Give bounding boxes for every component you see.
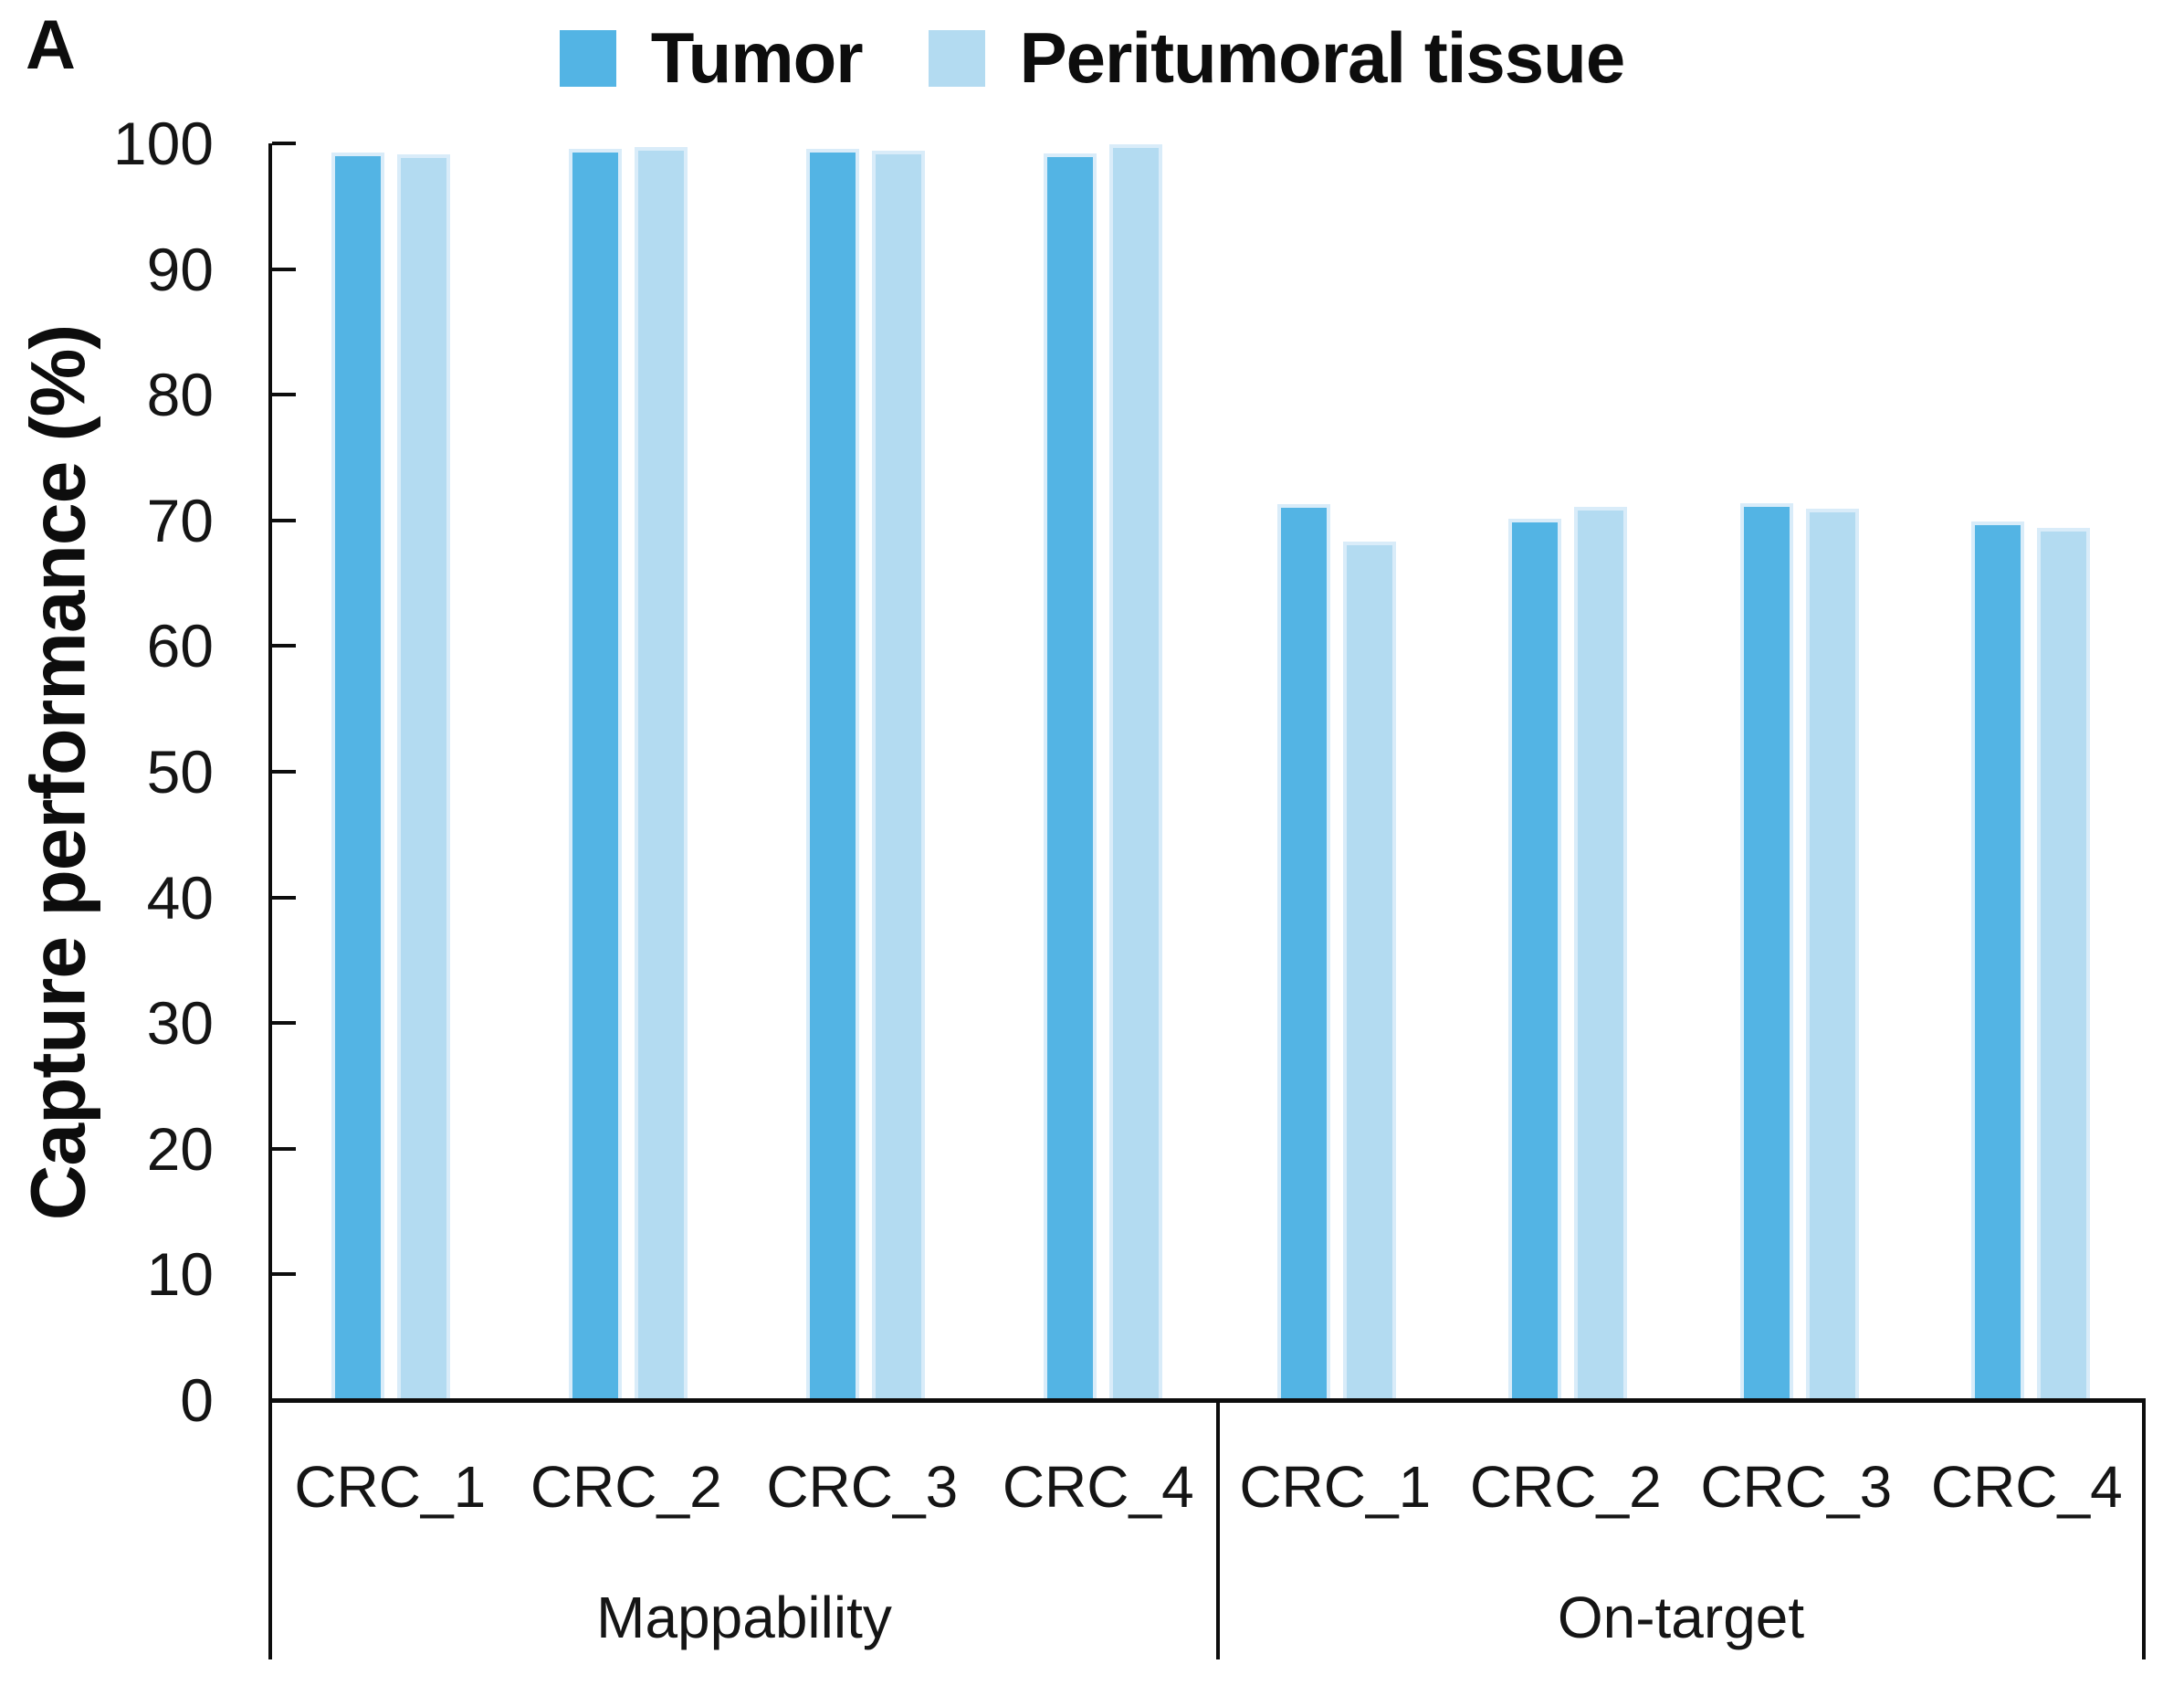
bar-pair bbox=[331, 152, 450, 1400]
bar-slot-on-target-crc-2 bbox=[1453, 143, 1684, 1400]
y-tick-mark-30 bbox=[272, 1021, 296, 1026]
y-tick-label-20: 20 bbox=[146, 1114, 214, 1183]
y-tick-mark-60 bbox=[272, 644, 296, 648]
bar-tumor-on-target-crc-3 bbox=[1739, 502, 1793, 1400]
bar-pair bbox=[1970, 521, 2090, 1400]
x-category-label-on-target-crc-1: CRC_1 bbox=[1239, 1454, 1432, 1520]
bar-peritumoral-tissue-on-target-crc-2 bbox=[1574, 506, 1628, 1400]
x-category-label-mappability-crc-4: CRC_4 bbox=[1002, 1454, 1194, 1520]
y-tick-mark-20 bbox=[272, 1146, 296, 1151]
y-tick-label-50: 50 bbox=[146, 738, 214, 806]
bar-tumor-on-target-crc-2 bbox=[1508, 519, 1562, 1400]
legend-item-tumor: Tumor bbox=[559, 16, 864, 100]
x-axis-line bbox=[268, 1398, 2146, 1403]
y-tick-label-90: 90 bbox=[146, 235, 214, 303]
y-tick-label-10: 10 bbox=[146, 1240, 214, 1309]
bar-pair bbox=[569, 147, 688, 1400]
bar-pair bbox=[1044, 144, 1162, 1400]
x-axis-label-box: CRC_1 CRC_2 CRC_3 CRC_4 Mappability CRC_1 CRC_… bbox=[268, 1403, 2146, 1659]
crc-label-row: CRC_1 CRC_2 CRC_3 CRC_4 bbox=[1220, 1453, 2142, 1521]
x-label-section-mappability: CRC_1 CRC_2 CRC_3 CRC_4 Mappability bbox=[268, 1403, 1220, 1659]
bar-slot-mappability-crc-2 bbox=[509, 143, 747, 1400]
plot-area bbox=[268, 142, 2146, 1400]
y-tick-mark-80 bbox=[272, 393, 296, 397]
x-category-label-mappability-crc-1: CRC_1 bbox=[294, 1454, 487, 1520]
y-tick-label-100: 100 bbox=[112, 110, 214, 177]
bar-tumor-on-target-crc-4 bbox=[1970, 521, 2024, 1400]
bar-pair bbox=[1277, 503, 1397, 1400]
bar-slot-mappability-crc-3 bbox=[747, 143, 984, 1400]
x-group-label-on-target: On-target bbox=[1557, 1585, 1805, 1650]
y-tick-mark-100 bbox=[272, 142, 296, 145]
x-category-label-on-target-crc-2: CRC_2 bbox=[1469, 1454, 1662, 1520]
y-tick-label-30: 30 bbox=[146, 989, 214, 1058]
bar-peritumoral-tissue-mappability-crc-4 bbox=[1109, 144, 1162, 1400]
legend-swatch-icon bbox=[928, 29, 985, 87]
bar-tumor-on-target-crc-1 bbox=[1277, 503, 1331, 1400]
y-tick-mark-50 bbox=[272, 770, 296, 774]
y-tick-label-70: 70 bbox=[146, 486, 214, 554]
bar-slot-mappability-crc-4 bbox=[984, 143, 1222, 1400]
x-group-label-mappability: Mappability bbox=[596, 1585, 892, 1650]
crc-label-row: CRC_1 CRC_2 CRC_3 CRC_4 bbox=[272, 1453, 1216, 1521]
legend-label: Tumor bbox=[650, 17, 864, 98]
y-tick-mark-40 bbox=[272, 895, 296, 900]
legend: Tumor Peritumoral tissue bbox=[0, 16, 2184, 100]
bar-tumor-mappability-crc-1 bbox=[331, 152, 384, 1400]
x-category-label-mappability-crc-2: CRC_2 bbox=[530, 1454, 722, 1520]
bar-groups bbox=[272, 143, 2146, 1400]
y-axis-tick-labels: 0 10 20 30 40 50 60 70 80 90 100 bbox=[0, 110, 268, 1434]
bar-peritumoral-tissue-mappability-crc-3 bbox=[872, 151, 925, 1400]
bar-slot-on-target-crc-1 bbox=[1222, 143, 1453, 1400]
y-tick-mark-90 bbox=[272, 267, 296, 271]
y-tick-label-80: 80 bbox=[146, 361, 214, 429]
bar-peritumoral-tissue-on-target-crc-1 bbox=[1343, 542, 1397, 1400]
y-tick-label-60: 60 bbox=[146, 612, 214, 680]
y-tick-label-0: 0 bbox=[180, 1366, 214, 1434]
bar-pair bbox=[1508, 506, 1628, 1400]
bar-group-mappability bbox=[272, 143, 1222, 1400]
bar-group-on-target bbox=[1222, 143, 2146, 1400]
x-category-label-on-target-crc-4: CRC_4 bbox=[1930, 1454, 2123, 1520]
bar-pair bbox=[806, 148, 925, 1400]
bar-peritumoral-tissue-mappability-crc-1 bbox=[397, 154, 450, 1400]
bar-tumor-mappability-crc-2 bbox=[569, 148, 622, 1400]
bar-peritumoral-tissue-mappability-crc-2 bbox=[635, 147, 688, 1400]
y-tick-label-40: 40 bbox=[146, 863, 214, 932]
bar-tumor-mappability-crc-4 bbox=[1044, 153, 1097, 1400]
x-label-section-on-target: CRC_1 CRC_2 CRC_3 CRC_4 On-target bbox=[1220, 1403, 2146, 1659]
panel-label: A bbox=[26, 6, 76, 84]
bar-slot-mappability-crc-1 bbox=[272, 143, 509, 1400]
bar-tumor-mappability-crc-3 bbox=[806, 148, 859, 1400]
bar-peritumoral-tissue-on-target-crc-4 bbox=[2036, 528, 2090, 1400]
y-tick-mark-10 bbox=[272, 1272, 296, 1277]
x-category-label-on-target-crc-3: CRC_3 bbox=[1700, 1454, 1893, 1520]
bar-slot-on-target-crc-4 bbox=[1915, 143, 2146, 1400]
bar-peritumoral-tissue-on-target-crc-3 bbox=[1805, 509, 1859, 1400]
x-category-label-mappability-crc-3: CRC_3 bbox=[766, 1454, 959, 1520]
legend-label: Peritumoral tissue bbox=[1019, 17, 1626, 98]
y-tick-mark-70 bbox=[272, 518, 296, 522]
bar-pair bbox=[1739, 502, 1859, 1400]
legend-swatch-icon bbox=[559, 29, 616, 87]
bar-slot-on-target-crc-3 bbox=[1684, 143, 1915, 1400]
legend-item-peritumoral-tissue: Peritumoral tissue bbox=[928, 16, 1626, 100]
